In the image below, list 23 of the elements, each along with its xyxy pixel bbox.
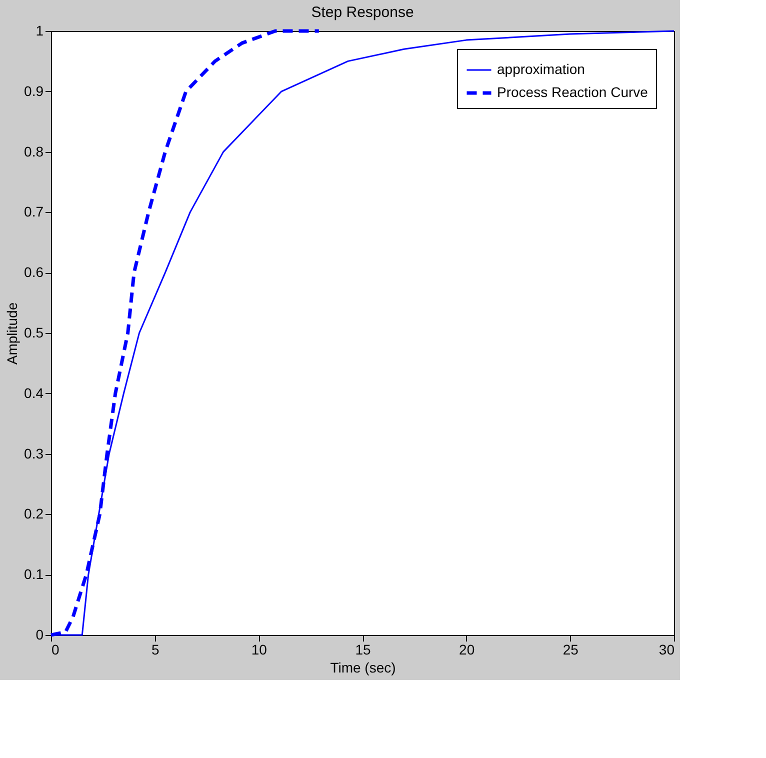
x-tick-label: 15 xyxy=(355,642,371,658)
legend-label: Process Reaction Curve xyxy=(497,84,648,100)
y-tick-label: 1 xyxy=(36,22,44,38)
y-tick-label: 0.7 xyxy=(24,204,44,220)
x-axis-title: Time (sec) xyxy=(330,660,396,676)
y-tick-label: 0.6 xyxy=(24,264,44,280)
x-tick-label: 25 xyxy=(562,642,579,658)
x-tick-label: 10 xyxy=(251,642,268,658)
x-tick-label: 0 xyxy=(52,642,60,658)
y-tick-label: 0.8 xyxy=(24,143,44,160)
y-tick-label: 0.2 xyxy=(24,506,44,522)
legend-label: approximation xyxy=(497,61,585,77)
x-tick-label: 30 xyxy=(658,642,675,658)
y-axis-title: Amplitude xyxy=(4,302,20,365)
y-tick-label: 0.4 xyxy=(24,384,44,401)
chart-title: Step Response xyxy=(311,4,414,21)
y-tick-label: 0.9 xyxy=(24,82,44,99)
x-tick-label: 5 xyxy=(151,642,160,658)
y-tick-label: 0.5 xyxy=(24,324,44,340)
y-tick-label: 0.3 xyxy=(24,445,44,462)
y-tick-label: 0.1 xyxy=(24,566,44,582)
x-tick-label: 20 xyxy=(459,642,475,658)
y-tick-label: 0 xyxy=(36,626,44,642)
